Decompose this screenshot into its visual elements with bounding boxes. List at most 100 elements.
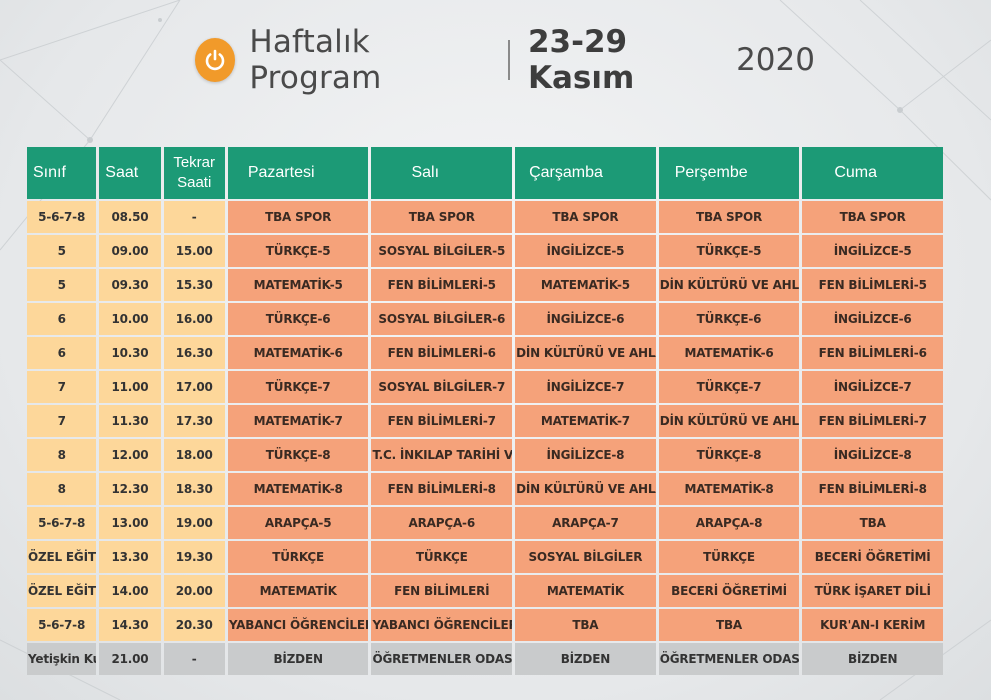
pazartesi-cell: TÜRKÇE-5 xyxy=(227,235,369,267)
tekrar-saati-cell: 16.00 xyxy=(163,303,225,335)
persembe-cell: ÖĞRETMENLER ODASI xyxy=(658,643,800,675)
table-row: 6 10.00 16.00 TÜRKÇE-6 SOSYAL BİLGİLER-6 İNGİ… xyxy=(27,303,943,335)
tekrar-saati-cell: 18.00 xyxy=(163,439,225,471)
carsamba-cell: İNGİLİZCE-5 xyxy=(515,235,656,267)
column-header-sinif: Sınıf xyxy=(27,147,97,199)
table-row: 6 10.30 16.30 MATEMATİK-6 FEN BİLİMLERİ-6 DİN… xyxy=(27,337,943,369)
tekrar-saati-cell: 15.00 xyxy=(163,235,225,267)
sinif-cell: 5-6-7-8 xyxy=(27,201,97,233)
sali-cell: FEN BİLİMLERİ-8 xyxy=(371,473,513,505)
sali-cell: YABANCI ÖĞRENCİLER İÇİN TÜRKÇE xyxy=(371,609,513,641)
carsamba-cell: MATEMATİK xyxy=(515,575,656,607)
page-title: Haftalık Program xyxy=(249,24,382,96)
sinif-cell: 8 xyxy=(27,439,97,471)
sinif-cell: 5-6-7-8 xyxy=(27,507,97,539)
carsamba-cell: BİZDEN xyxy=(515,643,656,675)
table-row: 7 11.00 17.00 TÜRKÇE-7 SOSYAL BİLGİLER-7 İNGİ… xyxy=(27,371,943,403)
carsamba-cell: İNGİLİZCE-6 xyxy=(515,303,656,335)
sali-cell: T.C. İNKILAP TARİHİ VE ATATÜRKÇÜLÜK-8 xyxy=(371,439,513,471)
saat-cell: 08.50 xyxy=(99,201,161,233)
persembe-cell: DİN KÜLTÜRÜ VE AHLAK BİLGİSİ-7 xyxy=(658,405,800,437)
cuma-cell: BİZDEN xyxy=(802,643,943,675)
sinif-cell: Yetişkin Kuşağı xyxy=(27,643,97,675)
pazartesi-cell: TÜRKÇE-7 xyxy=(227,371,369,403)
persembe-cell: BECERİ ÖĞRETİMİ xyxy=(658,575,800,607)
carsamba-cell: İNGİLİZCE-7 xyxy=(515,371,656,403)
saat-cell: 10.30 xyxy=(99,337,161,369)
tekrar-saati-cell: 15.30 xyxy=(163,269,225,301)
sali-cell: ÖĞRETMENLER ODASI xyxy=(371,643,513,675)
cuma-cell: İNGİLİZCE-5 xyxy=(802,235,943,267)
persembe-cell: MATEMATİK-8 xyxy=(658,473,800,505)
tekrar-saati-cell: 17.00 xyxy=(163,371,225,403)
persembe-cell: TÜRKÇE-7 xyxy=(658,371,800,403)
cuma-cell: İNGİLİZCE-8 xyxy=(802,439,943,471)
cuma-cell: FEN BİLİMLERİ-7 xyxy=(802,405,943,437)
pazartesi-cell: ARAPÇA-5 xyxy=(227,507,369,539)
pazartesi-cell: TÜRKÇE-6 xyxy=(227,303,369,335)
sinif-cell: 7 xyxy=(27,371,97,403)
sinif-cell: 7 xyxy=(27,405,97,437)
table-row: 5-6-7-8 13.00 19.00 ARAPÇA-5 ARAPÇA-6 ARAPÇA-… xyxy=(27,507,943,539)
cuma-cell: İNGİLİZCE-7 xyxy=(802,371,943,403)
pazartesi-cell: TBA SPOR xyxy=(227,201,369,233)
tekrar-saati-cell: 16.30 xyxy=(163,337,225,369)
pazartesi-cell: MATEMATİK-5 xyxy=(227,269,369,301)
carsamba-cell: ARAPÇA-7 xyxy=(515,507,656,539)
pazartesi-cell: TÜRKÇE-8 xyxy=(227,439,369,471)
tekrar-saati-cell: 17.30 xyxy=(163,405,225,437)
pazartesi-cell: MATEMATİK-7 xyxy=(227,405,369,437)
sali-cell: SOSYAL BİLGİLER-6 xyxy=(371,303,513,335)
column-header-cuma: Cuma xyxy=(802,147,943,199)
carsamba-cell: SOSYAL BİLGİLER xyxy=(515,541,656,573)
header-row: Sınıf Saat Tekrar Saati Pazartesi Salı Ç… xyxy=(27,147,943,199)
sali-cell: TBA SPOR xyxy=(371,201,513,233)
column-header-tekrar-saati: Tekrar Saati xyxy=(163,147,225,199)
title-divider xyxy=(508,40,510,80)
carsamba-cell: DİN KÜLTÜRÜ VE AHLAK BİLGİSİ-8 xyxy=(515,473,656,505)
table-row: 7 11.30 17.30 MATEMATİK-7 FEN BİLİMLERİ-7 MAT… xyxy=(27,405,943,437)
cuma-cell: İNGİLİZCE-6 xyxy=(802,303,943,335)
cuma-cell: FEN BİLİMLERİ-8 xyxy=(802,473,943,505)
tekrar-saati-cell: 18.30 xyxy=(163,473,225,505)
cuma-cell: FEN BİLİMLERİ-6 xyxy=(802,337,943,369)
persembe-cell: MATEMATİK-6 xyxy=(658,337,800,369)
cuma-cell: TBA xyxy=(802,507,943,539)
table-row: 8 12.30 18.30 MATEMATİK-8 FEN BİLİMLERİ-8 DİN… xyxy=(27,473,943,505)
persembe-cell: TÜRKÇE-6 xyxy=(658,303,800,335)
column-header-carsamba: Çarşamba xyxy=(515,147,656,199)
column-header-persembe: Perşembe xyxy=(658,147,800,199)
saat-cell: 09.30 xyxy=(99,269,161,301)
table-row: ÖZEL EĞİTİM13.3019.30TÜRKÇETÜRKÇESOSYAL … xyxy=(27,541,943,573)
carsamba-cell: TBA xyxy=(515,609,656,641)
pazartesi-cell: MATEMATİK-6 xyxy=(227,337,369,369)
table-row: 5 09.30 15.30 MATEMATİK-5 FEN BİLİMLERİ-5 MAT… xyxy=(27,269,943,301)
cuma-cell: KUR'AN-I KERİM xyxy=(802,609,943,641)
sinif-cell: 5 xyxy=(27,235,97,267)
sali-cell: SOSYAL BİLGİLER-7 xyxy=(371,371,513,403)
saat-cell: 14.00 xyxy=(99,575,161,607)
sinif-cell: 6 xyxy=(27,303,97,335)
tekrar-saati-cell: 20.00 xyxy=(163,575,225,607)
weekly-schedule-table: Sınıf Saat Tekrar Saati Pazartesi Salı Ç… xyxy=(24,145,946,677)
power-icon xyxy=(195,38,236,82)
carsamba-cell: DİN KÜLTÜRÜ VE AHLAK BİLGİSİ-6 xyxy=(515,337,656,369)
pazartesi-cell: YABANCI ÖĞRENCİLER İÇİN TÜRKÇE xyxy=(227,609,369,641)
date-range: 23-29 Kasım xyxy=(527,24,635,96)
persembe-cell: TÜRKÇE-8 xyxy=(658,439,800,471)
saat-cell: 14.30 xyxy=(99,609,161,641)
cuma-cell: FEN BİLİMLERİ-5 xyxy=(802,269,943,301)
sali-cell: FEN BİLİMLERİ-6 xyxy=(371,337,513,369)
cuma-cell: TÜRK İŞARET DİLİ xyxy=(802,575,943,607)
column-header-pazartesi: Pazartesi xyxy=(227,147,369,199)
sinif-cell: 8 xyxy=(27,473,97,505)
carsamba-cell: TBA SPOR xyxy=(515,201,656,233)
persembe-cell: TÜRKÇE-5 xyxy=(658,235,800,267)
tekrar-saati-cell: - xyxy=(163,201,225,233)
persembe-cell: TÜRKÇE xyxy=(658,541,800,573)
sinif-cell: 6 xyxy=(27,337,97,369)
saat-cell: 21.00 xyxy=(99,643,161,675)
table-row: 8 12.00 18.00 TÜRKÇE-8 T.C. İNKILAP TARİHİ V… xyxy=(27,439,943,471)
